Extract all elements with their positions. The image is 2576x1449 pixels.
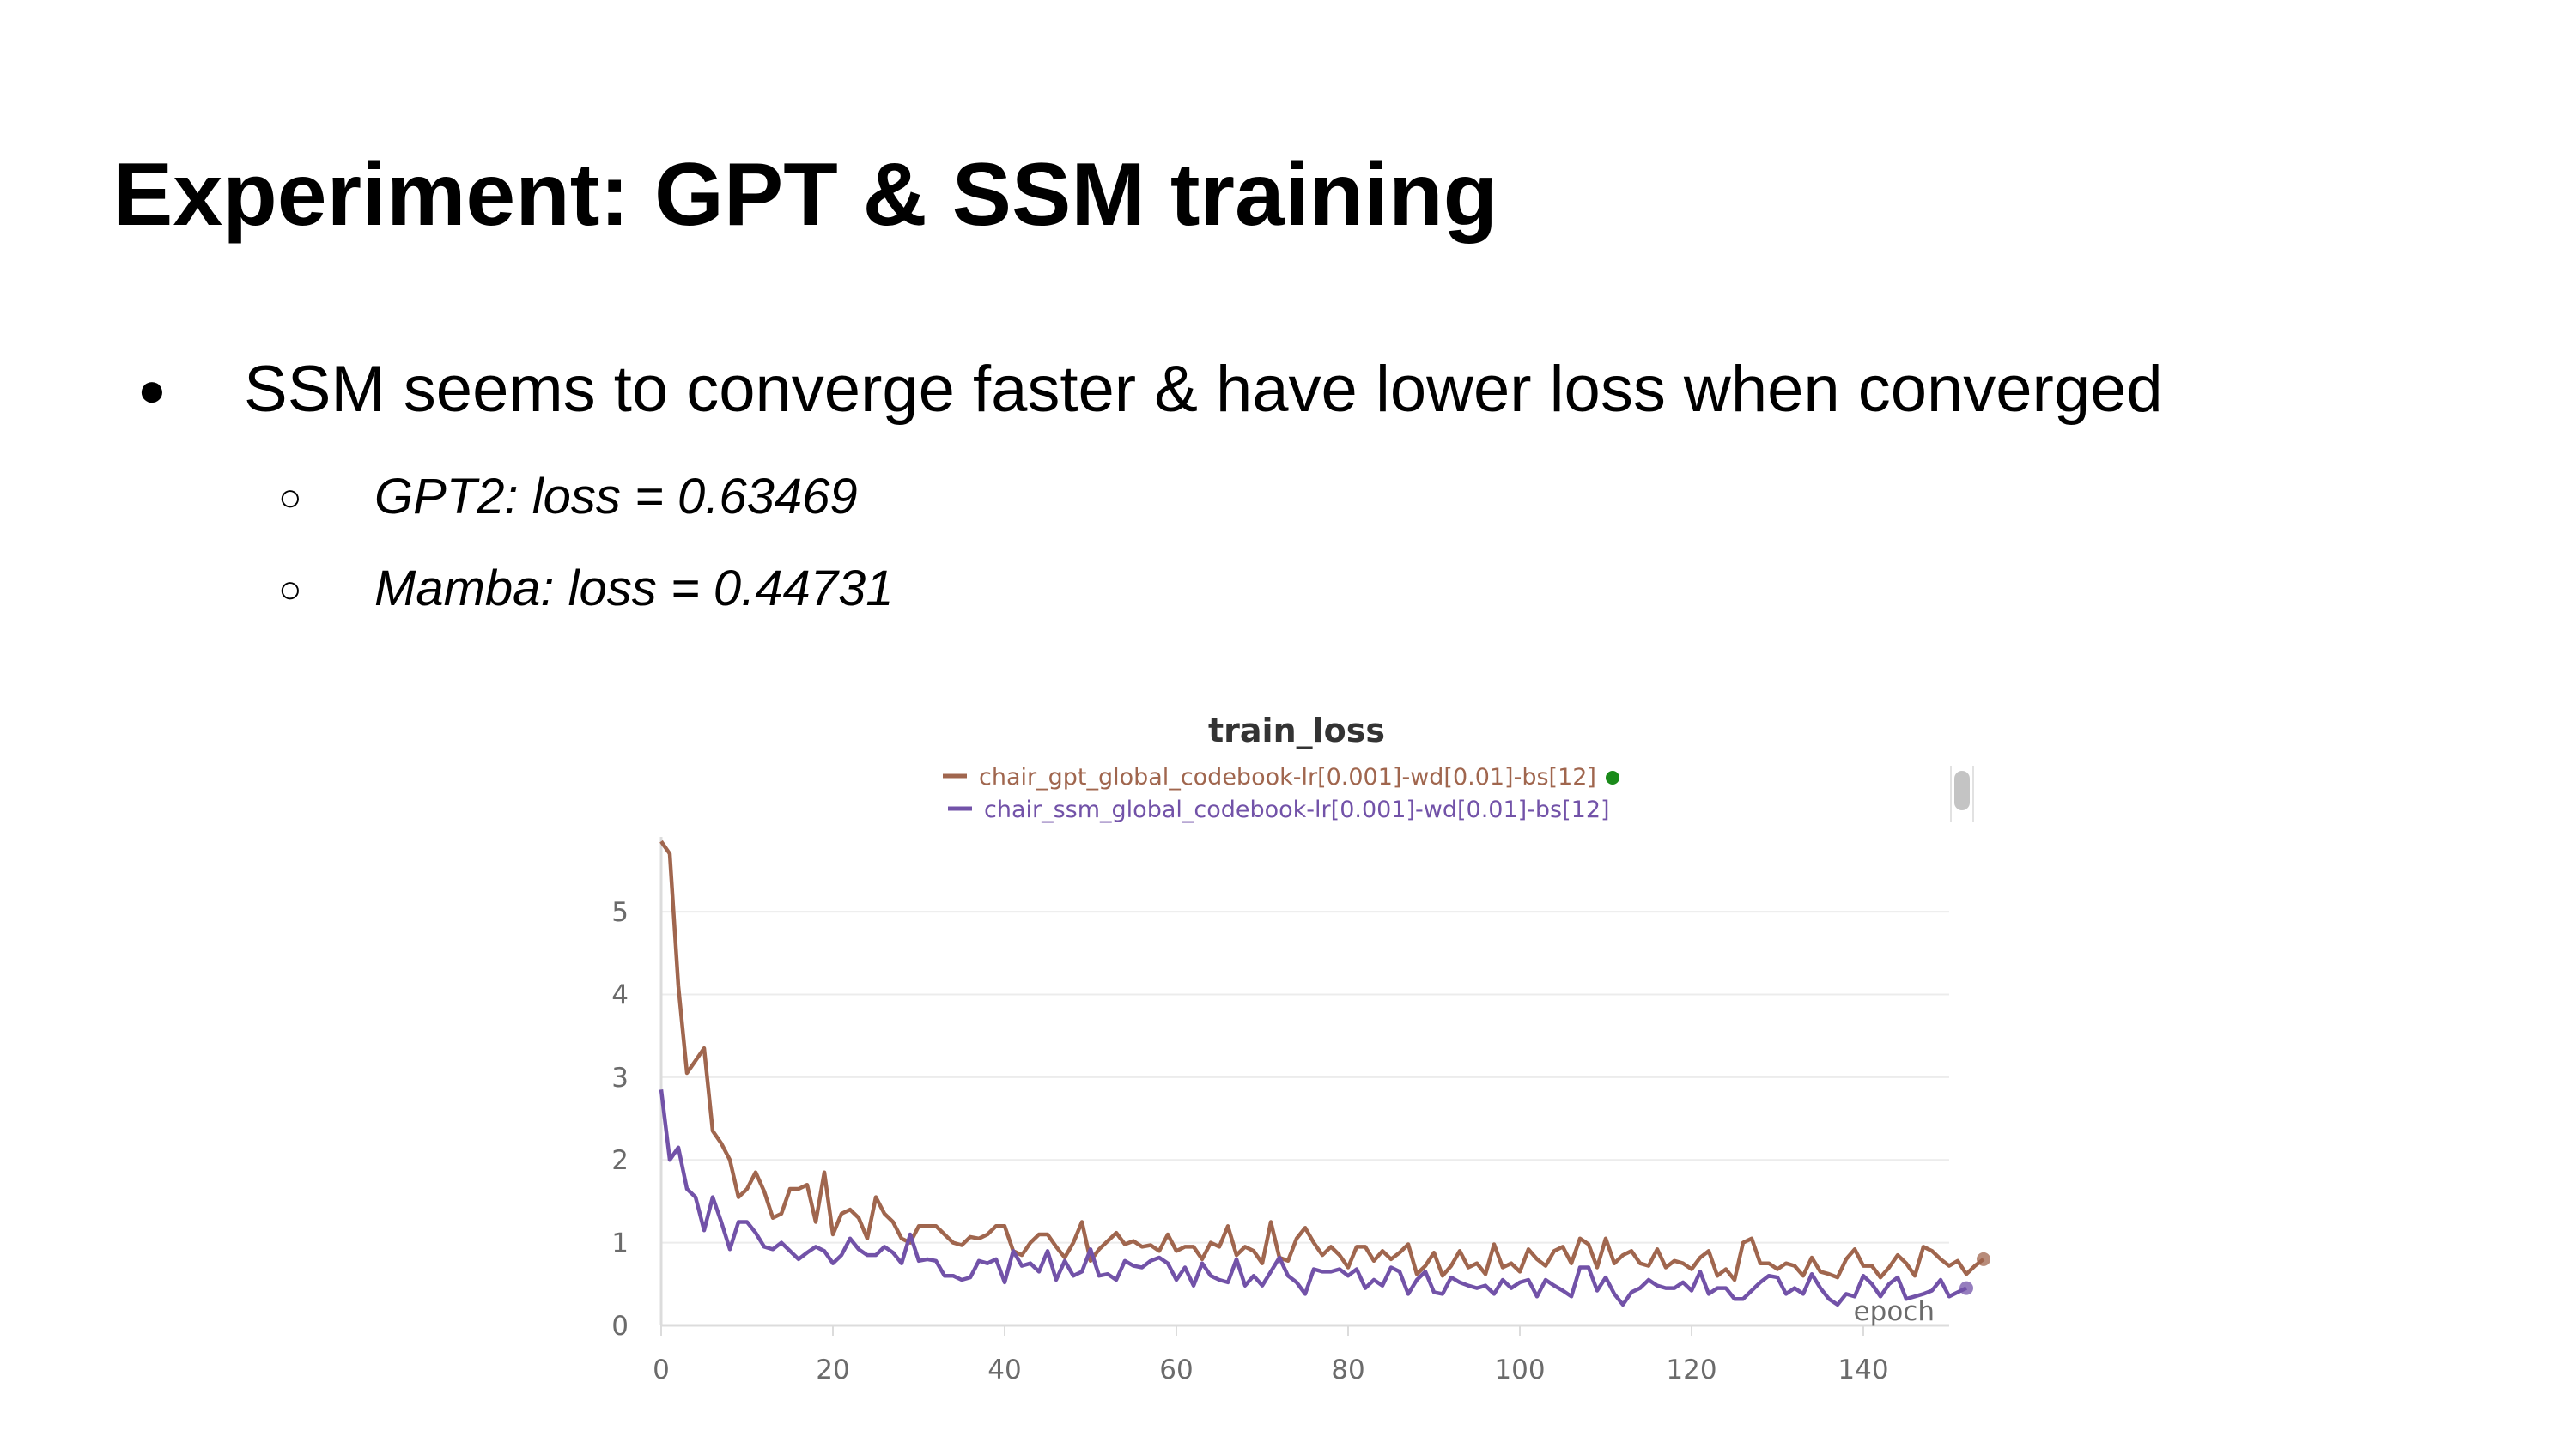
x-tick-label: 120: [1666, 1355, 1716, 1385]
train-loss-chart: train_loss chair_gpt_global_codebook-lr[…: [611, 712, 1990, 1385]
y-tick-label: 1: [611, 1228, 629, 1259]
bullet-dot-icon: ●: [137, 362, 167, 416]
sub-bullet-gpt2: ○ GPT2: loss = 0.63469: [278, 468, 858, 525]
series-line-ssm[interactable]: [659, 1089, 1967, 1307]
legend-label-ssm: chair_ssm_global_codebook-lr[0.001]-wd[0…: [984, 797, 1610, 823]
legend-entry-ssm[interactable]: chair_ssm_global_codebook-lr[0.001]-wd[0…: [948, 797, 1610, 823]
bullet-main: ● SSM seems to converge faster & have lo…: [137, 352, 2163, 427]
sub-bullet-mamba: ○ Mamba: loss = 0.44731: [278, 560, 894, 617]
hollow-bullet-icon: ○: [278, 566, 302, 611]
legend-status-dot-icon: [1606, 771, 1619, 785]
plot-area: [659, 840, 1990, 1307]
y-tick-label: 3: [611, 1063, 629, 1094]
x-tick-label: 40: [987, 1355, 1021, 1385]
series-end-point: [1977, 1252, 1990, 1266]
x-tick-label: 100: [1494, 1355, 1545, 1385]
y-tick-label: 2: [611, 1145, 629, 1176]
legend-label-gpt: chair_gpt_global_codebook-lr[0.001]-wd[0…: [979, 764, 1596, 791]
y-tick-label: 0: [611, 1311, 629, 1342]
chart-title: train_loss: [1208, 712, 1385, 749]
legend: chair_gpt_global_codebook-lr[0.001]-wd[0…: [943, 764, 1619, 823]
y-axis: 0 1 2 3 4 5: [611, 897, 629, 1342]
slide-title: Experiment: GPT & SSM training: [113, 145, 1498, 245]
y-tick-label: 5: [611, 897, 629, 928]
x-tick-label: 0: [653, 1355, 670, 1385]
x-axis: 0 20 40 60 80 100 120 140: [653, 1325, 1889, 1385]
legend-scroll-thumb[interactable]: [1954, 771, 1970, 810]
series-line-gpt[interactable]: [659, 840, 1985, 1282]
x-tick-label: 140: [1838, 1355, 1888, 1385]
x-tick-label: 80: [1331, 1355, 1364, 1385]
x-axis-label: epoch: [1854, 1296, 1935, 1327]
x-tick-label: 60: [1159, 1355, 1193, 1385]
bullet-main-text: SSM seems to converge faster & have lowe…: [244, 353, 2163, 426]
sub-bullet-mamba-text: Mamba: loss = 0.44731: [374, 561, 894, 616]
y-tick-label: 4: [611, 979, 629, 1010]
legend-scrollbar[interactable]: [1950, 766, 1974, 822]
sub-bullet-gpt2-text: GPT2: loss = 0.63469: [374, 469, 858, 524]
legend-entry-gpt[interactable]: chair_gpt_global_codebook-lr[0.001]-wd[0…: [943, 764, 1619, 791]
series-end-point: [1959, 1281, 1973, 1295]
hollow-bullet-icon: ○: [278, 474, 302, 519]
x-tick-label: 20: [816, 1355, 849, 1385]
grid: [659, 837, 1949, 1327]
